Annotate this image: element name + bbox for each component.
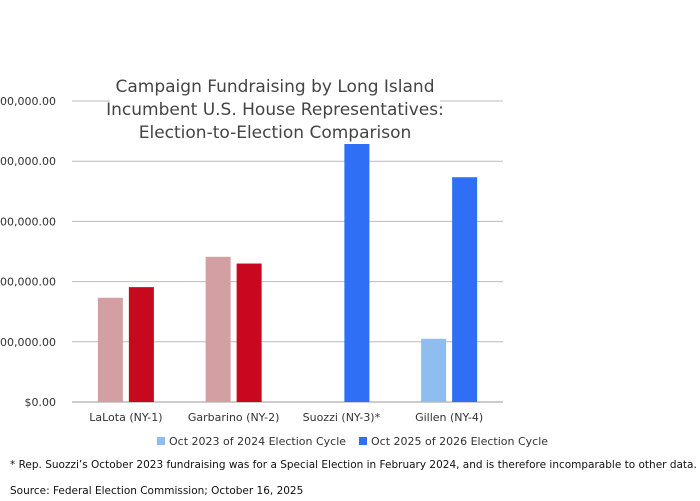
legend: Oct 2023 of 2024 Election Cycle Oct 2025… [157, 435, 548, 448]
legend-swatch-2026 [359, 437, 367, 445]
bar-2024 [421, 338, 447, 402]
legend-swatch-2024 [157, 437, 165, 445]
x-category-label: LaLota (NY-1) [89, 411, 162, 424]
y-tick-label: $2,000,000.00 [0, 155, 56, 168]
bar-2024 [205, 256, 231, 402]
x-category-label: Gillen (NY-4) [415, 411, 483, 424]
bar-2026 [452, 177, 478, 402]
bar-2026 [128, 287, 154, 402]
chart-title-line-1: Campaign Fundraising by Long Island [116, 77, 435, 97]
title-background [110, 66, 440, 144]
bar-2024 [97, 297, 123, 402]
x-category-label: Suozzi (NY-3)* [303, 411, 381, 424]
source-note: Source: Federal Election Commission; Oct… [10, 485, 304, 497]
footnote: * Rep. Suozzi’s October 2023 fundraising… [10, 459, 697, 471]
y-tick-label: $1,000,000.00 [0, 276, 56, 289]
chart-title-line-2: Incumbent U.S. House Representatives: [106, 100, 444, 120]
legend-label-2026: Oct 2025 of 2026 Election Cycle [371, 435, 548, 448]
x-category-label: Garbarino (NY-2) [188, 411, 279, 424]
legend-label-2024: Oct 2023 of 2024 Election Cycle [169, 435, 346, 448]
y-tick-label: $500,000.00 [0, 336, 56, 349]
chart-title-line-3: Election-to-Election Comparison [139, 123, 412, 143]
bar-2026 [236, 263, 262, 402]
y-tick-label: $1,500,000.00 [0, 215, 56, 228]
y-tick-label: $0.00 [25, 396, 57, 409]
bar-2026 [344, 115, 370, 402]
y-tick-label: $2,500,000.00 [0, 95, 56, 108]
